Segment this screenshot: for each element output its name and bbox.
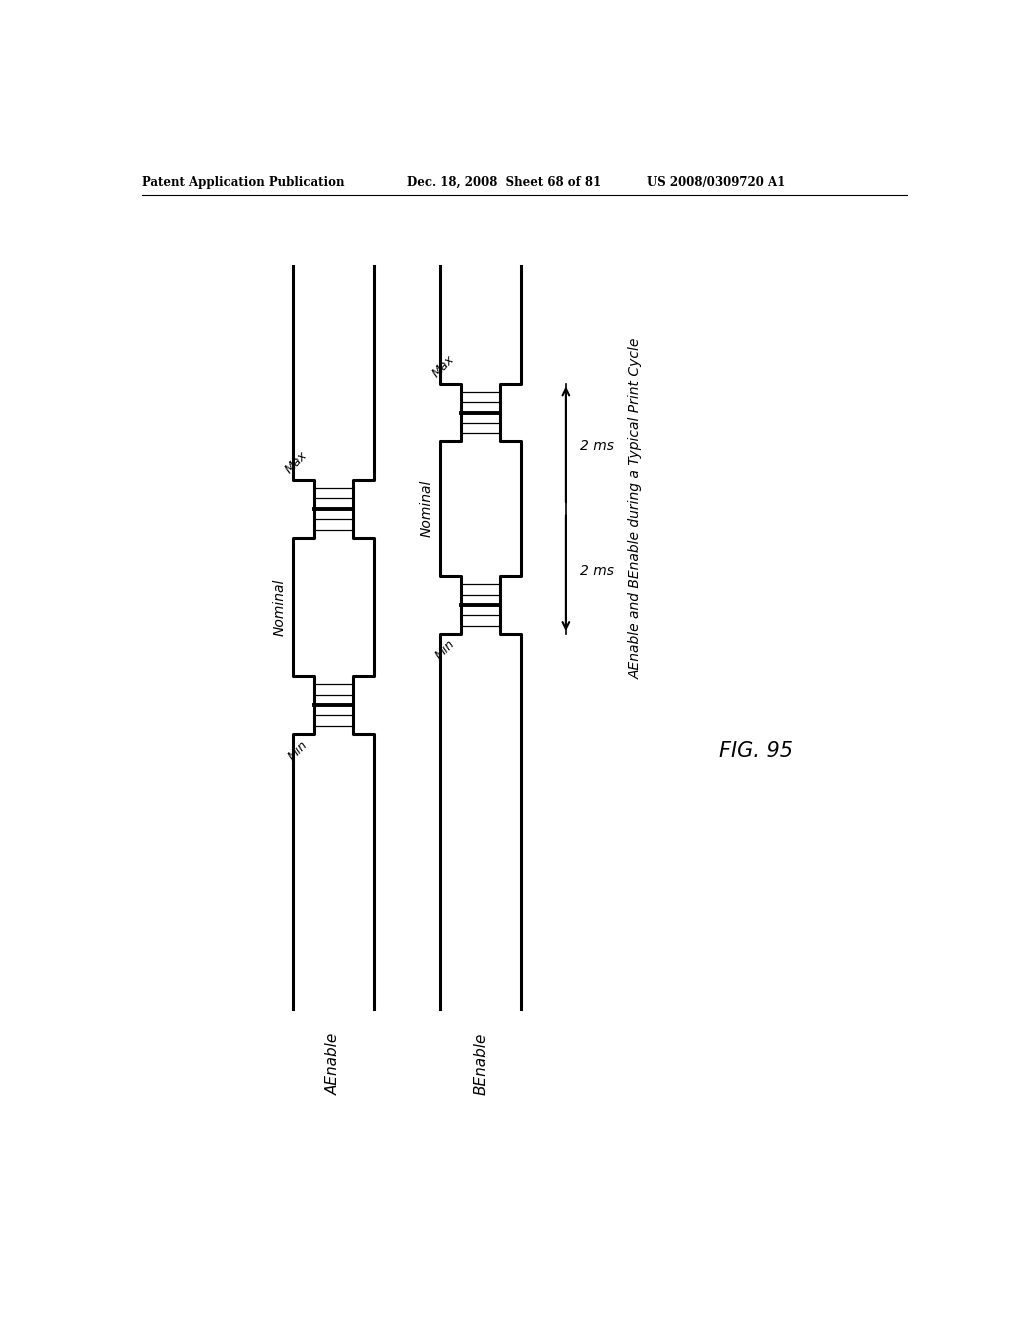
Text: Patent Application Publication: Patent Application Publication [142,176,344,189]
Text: Nominal: Nominal [420,480,434,537]
Text: Min: Min [432,638,458,663]
Text: AEnable: AEnable [326,1032,341,1094]
Text: FIG. 95: FIG. 95 [719,742,793,762]
Text: 2 ms: 2 ms [580,440,613,453]
Text: Dec. 18, 2008  Sheet 68 of 81: Dec. 18, 2008 Sheet 68 of 81 [407,176,601,189]
Text: 2 ms: 2 ms [580,565,613,578]
Text: Nominal: Nominal [272,578,287,636]
Text: Max: Max [430,352,458,380]
Text: Max: Max [283,449,310,477]
Text: BEnable: BEnable [473,1032,488,1094]
Text: Min: Min [286,738,310,763]
Text: US 2008/0309720 A1: US 2008/0309720 A1 [647,176,785,189]
Text: AEnable and BEnable during a Typical Print Cycle: AEnable and BEnable during a Typical Pri… [629,338,643,680]
